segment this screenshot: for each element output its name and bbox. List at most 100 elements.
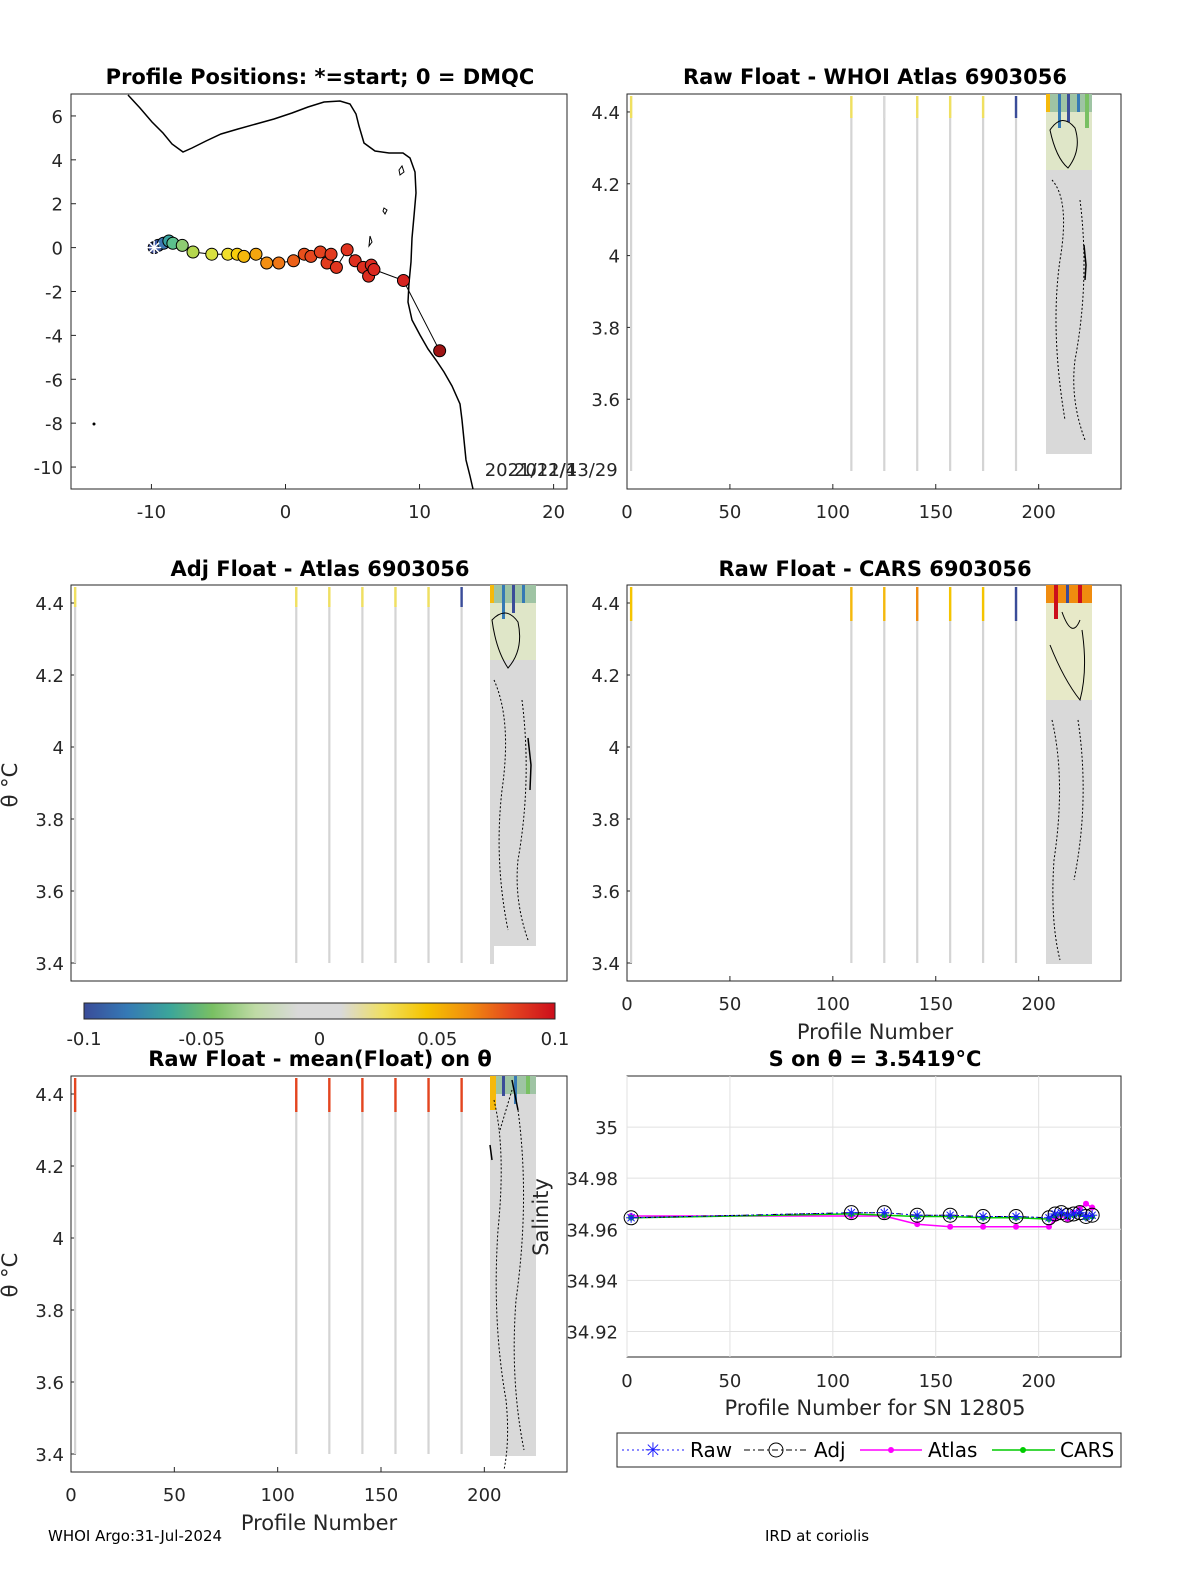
xtick-label: 0 xyxy=(65,1485,76,1506)
series-point xyxy=(847,1208,856,1217)
position-point xyxy=(260,256,274,270)
raw-mean-axes-box xyxy=(70,1075,568,1473)
position-point xyxy=(396,274,410,288)
salinity-ytick-label: 34.98 xyxy=(566,1169,618,1190)
positions-ytick-label: -2 xyxy=(45,283,63,304)
contour-line xyxy=(491,612,521,669)
contour-dotted xyxy=(1051,179,1086,441)
colorbar-tick-label: 0.05 xyxy=(417,1029,457,1050)
series-point xyxy=(1045,1223,1052,1230)
salinity-ticks: 0 50 100 150 200 35 34.98 34.96 34.94 34.92 xyxy=(566,1118,1055,1392)
dense-block-stripe xyxy=(1058,94,1061,128)
positions-date-label: 2021/13/29 xyxy=(514,460,618,481)
salinity-xtick-label: 50 xyxy=(718,1371,741,1392)
dense-block-stripe xyxy=(512,585,515,613)
legend-label-cars: CARS xyxy=(1060,1438,1114,1462)
ytick-label: 4.2 xyxy=(35,666,64,687)
position-point xyxy=(205,247,219,261)
xtick-label: 100 xyxy=(816,994,850,1015)
ytick-label: 4.4 xyxy=(35,594,64,615)
raw-cars-title: Raw Float - CARS 6903056 xyxy=(718,557,1031,581)
colorbar-tick-label: -0.1 xyxy=(66,1029,101,1050)
ytick-label: 3.6 xyxy=(35,1373,64,1394)
panel-raw-mean: Raw Float - mean(Float) on θ 0 50 100 150 20… xyxy=(0,1047,568,1535)
salinity-ytick-label: 34.96 xyxy=(566,1220,618,1241)
dense-block-stripe xyxy=(1046,94,1050,112)
series-point xyxy=(1083,1200,1090,1207)
dense-block-stripe xyxy=(502,1076,505,1096)
dense-block-stripe xyxy=(522,585,525,603)
ytick-label: 3.8 xyxy=(591,318,620,339)
ytick-label: 4.2 xyxy=(35,1157,64,1178)
dot-marker-icon xyxy=(888,1447,894,1453)
contour-dotted xyxy=(493,1089,525,1471)
footer-left: WHOI Argo:31-Jul-2024 xyxy=(48,1527,222,1545)
xtick-label: 200 xyxy=(1021,502,1055,523)
island-outline xyxy=(398,164,405,176)
adj-atlas-ticks: 4.4 4.2 4 3.8 3.6 3.4 xyxy=(35,594,76,975)
raw-cars-profile-columns xyxy=(629,587,1018,963)
positions-title: Profile Positions: *=start; 0 = DMQC xyxy=(106,65,535,89)
series-point xyxy=(913,1211,922,1220)
positions-ytick-label: 4 xyxy=(52,151,63,172)
colorbar-tick-label: 0.1 xyxy=(541,1029,570,1050)
position-point xyxy=(175,238,189,252)
series-point xyxy=(1013,1223,1020,1230)
series-point xyxy=(1063,1211,1072,1220)
salinity-xtick-label: 100 xyxy=(816,1371,850,1392)
positions-xtick-label: 0 xyxy=(280,502,291,523)
positions-xtick-label: 10 xyxy=(408,502,431,523)
salinity-ytick-label: 34.92 xyxy=(566,1322,618,1343)
panel-profile-positions: Profile Positions: *=start; 0 = DMQC -10… xyxy=(34,65,618,523)
adj-atlas-title: Adj Float - Atlas 6903056 xyxy=(170,557,469,581)
raw-mean-xlabel: Profile Number xyxy=(241,1511,398,1535)
contour-dotted xyxy=(493,679,529,941)
salinity-ytick-label: 35 xyxy=(595,1118,618,1139)
contour-line xyxy=(1049,611,1086,702)
legend-label-raw: Raw xyxy=(690,1438,732,1462)
panel-salinity: S on θ = 3.5419°C 0 50 100 150 200 35 34.98 34.… xyxy=(529,1047,1122,1468)
position-point xyxy=(272,256,286,270)
series-point xyxy=(1008,1209,1024,1224)
series-point xyxy=(980,1223,987,1230)
xtick-label: 200 xyxy=(1021,994,1055,1015)
raw-atlas-profile-columns xyxy=(629,96,1018,472)
salinity-xtick-label: 150 xyxy=(919,1371,953,1392)
asterisk-icon: ✳ xyxy=(645,1438,662,1462)
raw-cars-dense-block xyxy=(1046,585,1092,964)
xtick-label: 150 xyxy=(364,1485,398,1506)
dense-block-stripe xyxy=(526,1076,530,1094)
raw-atlas-axes-box xyxy=(626,93,1122,490)
colorbar-tick-label: 0 xyxy=(314,1029,325,1050)
ytick-label: 4 xyxy=(53,1229,64,1250)
colorbar: -0.1 -0.05 0 0.05 0.1 xyxy=(66,1002,570,1050)
xtick-label: 50 xyxy=(163,1485,186,1506)
adj-atlas-axes-box xyxy=(70,584,568,982)
series-point xyxy=(946,1211,955,1220)
raw-atlas-dense-block xyxy=(1046,94,1092,454)
ytick-label: 3.6 xyxy=(591,882,620,903)
contour-line xyxy=(527,737,532,791)
legend-label-adj: Adj xyxy=(814,1438,846,1462)
ytick-label: 3.8 xyxy=(591,810,620,831)
raw-mean-ylabel: θ °C xyxy=(0,1253,22,1298)
raw-cars-axes-box xyxy=(626,584,1122,982)
adj-atlas-dense-block xyxy=(490,585,536,964)
dense-block-stripe xyxy=(490,585,494,603)
island-dot xyxy=(92,422,96,426)
ytick-label: 4.2 xyxy=(591,175,620,196)
xtick-label: 50 xyxy=(718,994,741,1015)
xtick-label: 0 xyxy=(621,994,632,1015)
positions-ytick-label: 2 xyxy=(52,195,63,216)
dense-block-tail xyxy=(490,946,494,964)
raw-mean-title: Raw Float - mean(Float) on θ xyxy=(148,1047,492,1071)
position-point xyxy=(367,263,381,277)
series-point xyxy=(627,1213,636,1222)
position-point xyxy=(313,245,327,259)
dense-block-stripe xyxy=(1054,585,1058,619)
coastline xyxy=(127,94,474,490)
ytick-label: 3.6 xyxy=(591,390,620,411)
salinity-grid xyxy=(626,1076,1121,1357)
positions-date-label-overlay: 2021/12/4 xyxy=(485,460,577,481)
